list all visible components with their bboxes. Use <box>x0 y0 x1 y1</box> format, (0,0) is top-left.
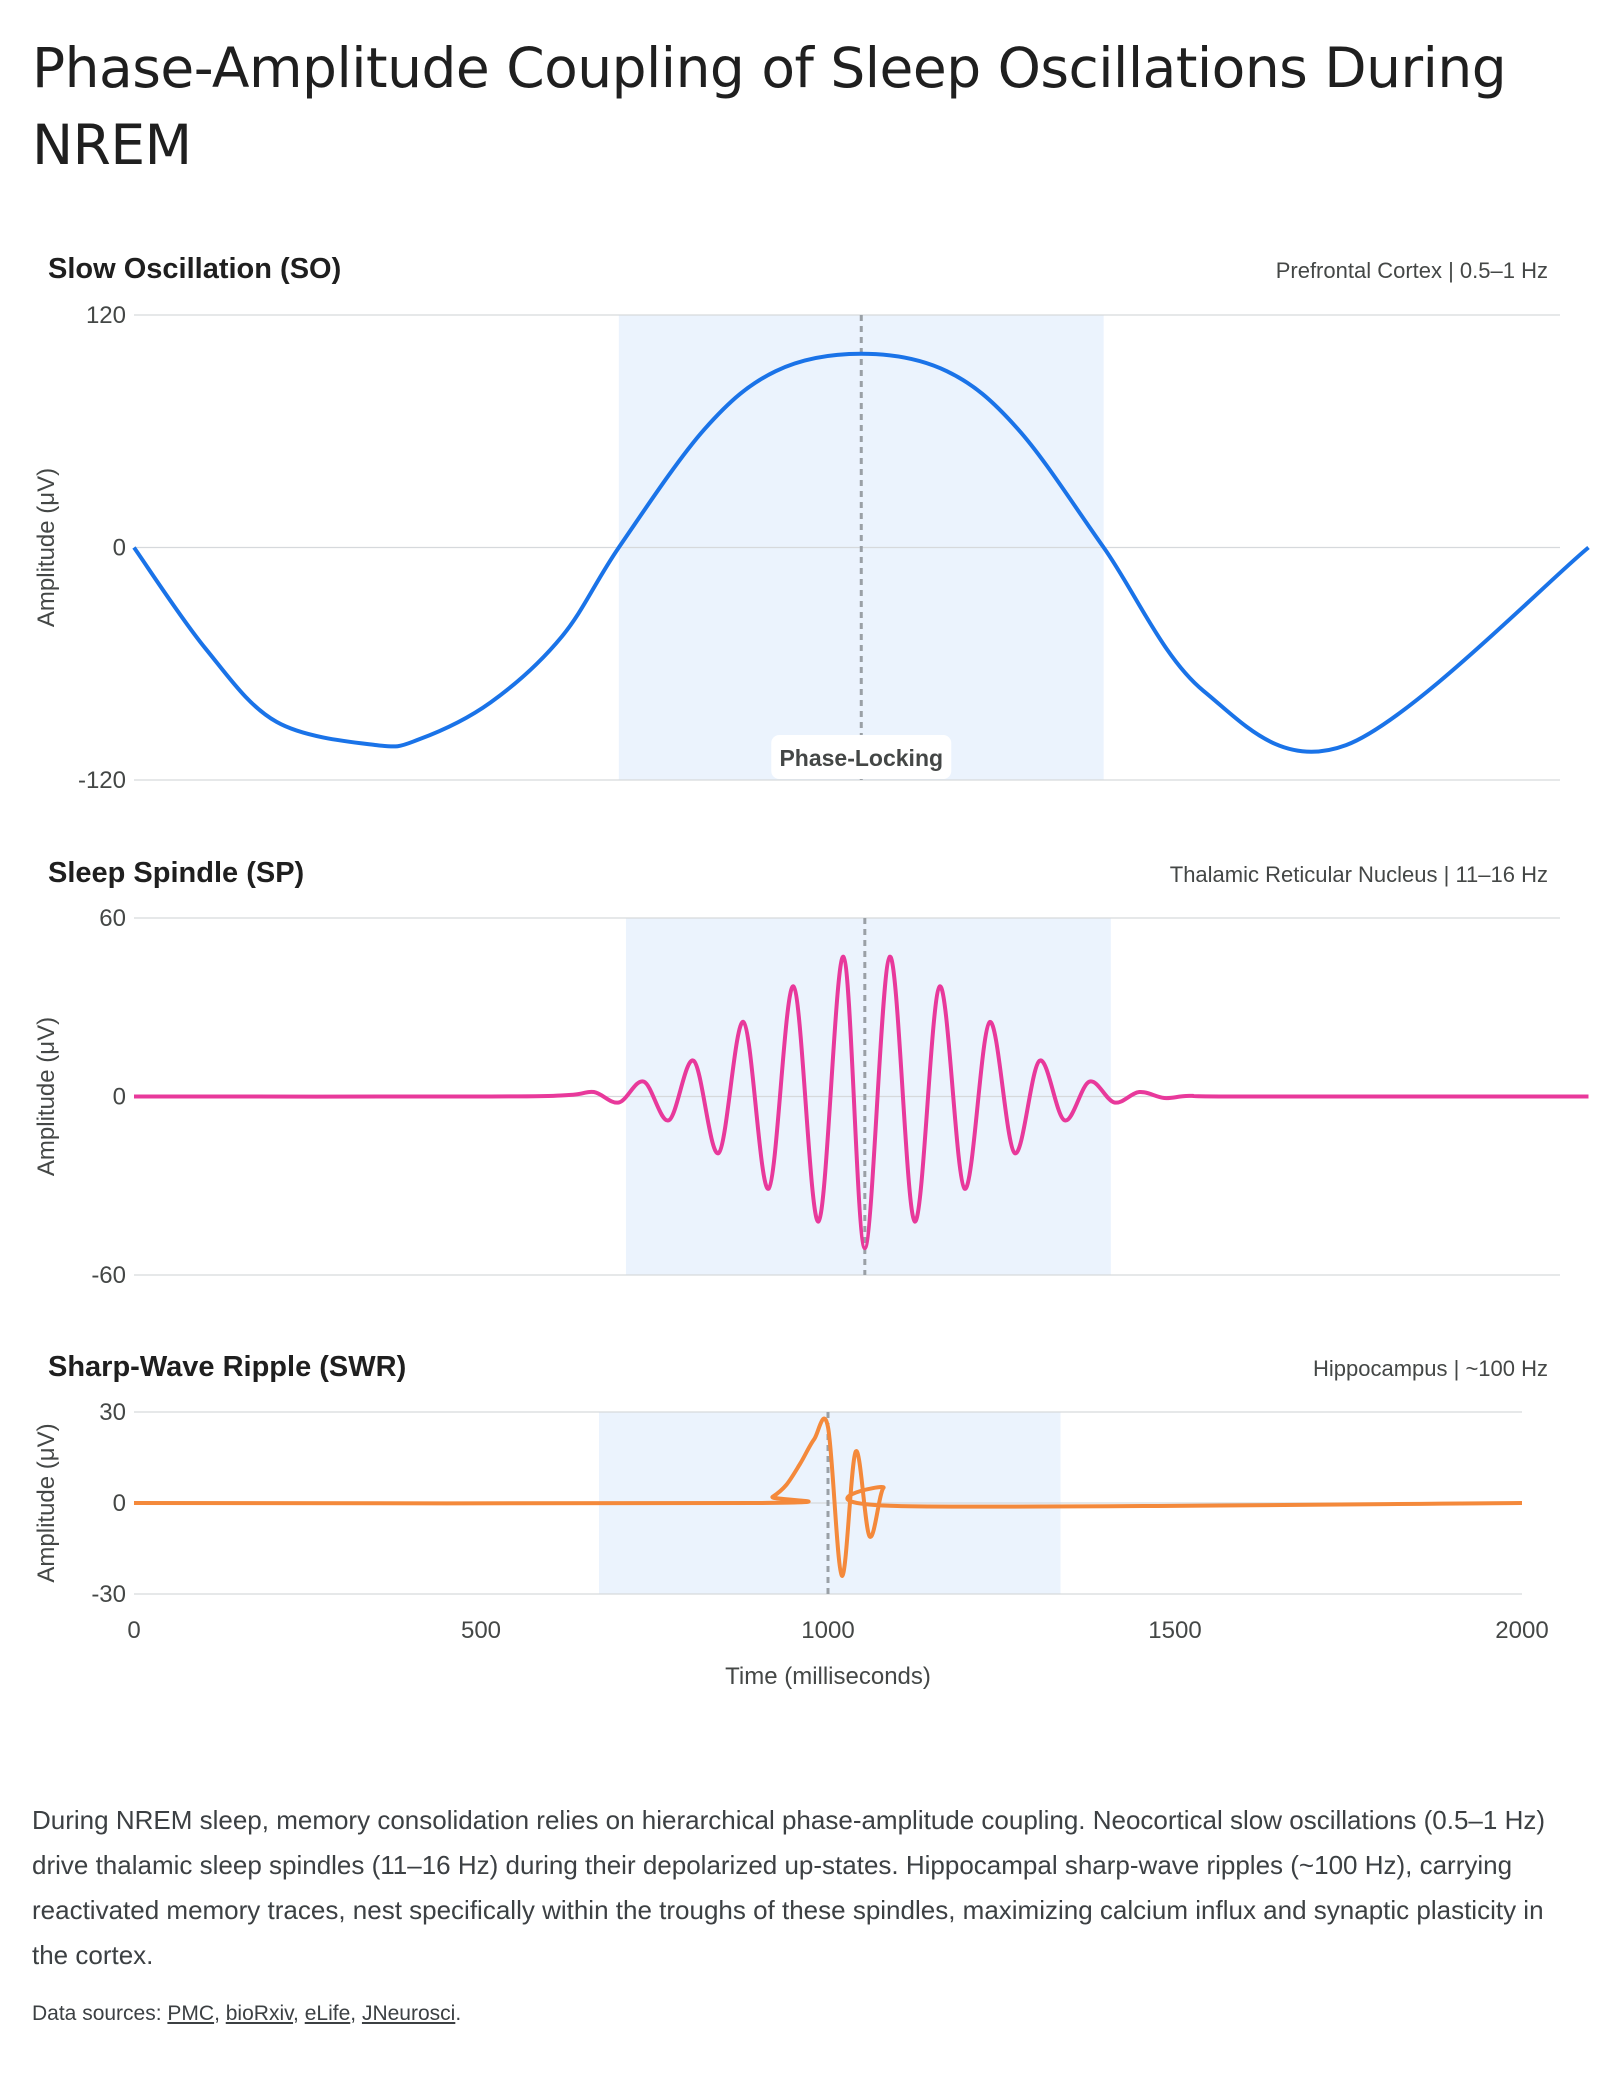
sources-end: . <box>455 2002 462 2025</box>
series-line-swr <box>133 1416 1523 1578</box>
source-link-biorxiv[interactable]: bioRxiv <box>225 2002 294 2025</box>
y-tick-label: -30 <box>91 1581 126 1608</box>
chart-description: During NREM sleep, memory consolidation … <box>32 1805 1546 1970</box>
panel-subtitle: Thalamic Reticular Nucleus | 11–16 Hz <box>1170 862 1548 887</box>
source-link-pmc[interactable]: PMC <box>167 2002 215 2025</box>
y-axis-label: Amplitude (μV) <box>33 1017 60 1176</box>
panel-title: Sharp-Wave Ripple (SWR) <box>48 1351 406 1383</box>
panel-title: Sleep Spindle (SP) <box>48 857 304 889</box>
panel-sp: 60 0 -60 Sleep Spindle (SP) Thalamic Reticul… <box>33 857 1589 1289</box>
y-tick-label: 60 <box>99 905 126 932</box>
y-tick-label: 0 <box>113 1084 126 1111</box>
annotation-box <box>771 735 952 779</box>
y-tick-label: 30 <box>99 1399 126 1426</box>
phase-locking-annotation: Phase-Locking <box>779 745 943 771</box>
y-tick-label: -120 <box>78 767 126 794</box>
panel-subtitle: Prefrontal Cortex | 0.5–1 Hz <box>1276 258 1548 283</box>
panel-subtitle: Hippocampus | ~100 Hz <box>1313 1356 1548 1381</box>
x-tick-label: 2000 <box>1495 1617 1548 1644</box>
panel-title: Slow Oscillation (SO) <box>48 253 341 285</box>
panel-so: 120 0 -120 Slow Oscillation (SO) Prefrontal … <box>33 253 1590 794</box>
y-axis-label: Amplitude (μV) <box>33 468 60 627</box>
series-line-so <box>132 351 1590 754</box>
x-tick-label: 1500 <box>1148 1617 1201 1644</box>
y-tick-label: -60 <box>91 1262 126 1289</box>
y-axis-label: Amplitude (μV) <box>33 1423 60 1582</box>
y-tick-label: 0 <box>113 1490 126 1517</box>
series-line-sp <box>133 954 1589 1251</box>
x-tick-label: 500 <box>461 1617 501 1644</box>
y-tick-label: 0 <box>113 535 126 562</box>
sources-label: Data sources: <box>32 2002 162 2025</box>
y-tick-label: 120 <box>86 302 126 329</box>
chart-area: 120 0 -120 Slow Oscillation (SO) Prefrontal … <box>33 253 1590 1690</box>
x-axis-label: Time (milliseconds) <box>725 1663 931 1690</box>
page-title: Phase-Amplitude Coupling of Sleep Oscill… <box>32 36 1507 177</box>
data-sources: Data sources: PMC, bioRxiv, eLife, JNeur… <box>32 2002 462 2025</box>
x-tick-label: 1000 <box>801 1617 854 1644</box>
source-link-elife[interactable]: eLife <box>304 2002 351 2025</box>
x-tick-label: 0 <box>127 1617 140 1644</box>
source-link-jneurosci[interactable]: JNeurosci <box>361 2002 456 2025</box>
